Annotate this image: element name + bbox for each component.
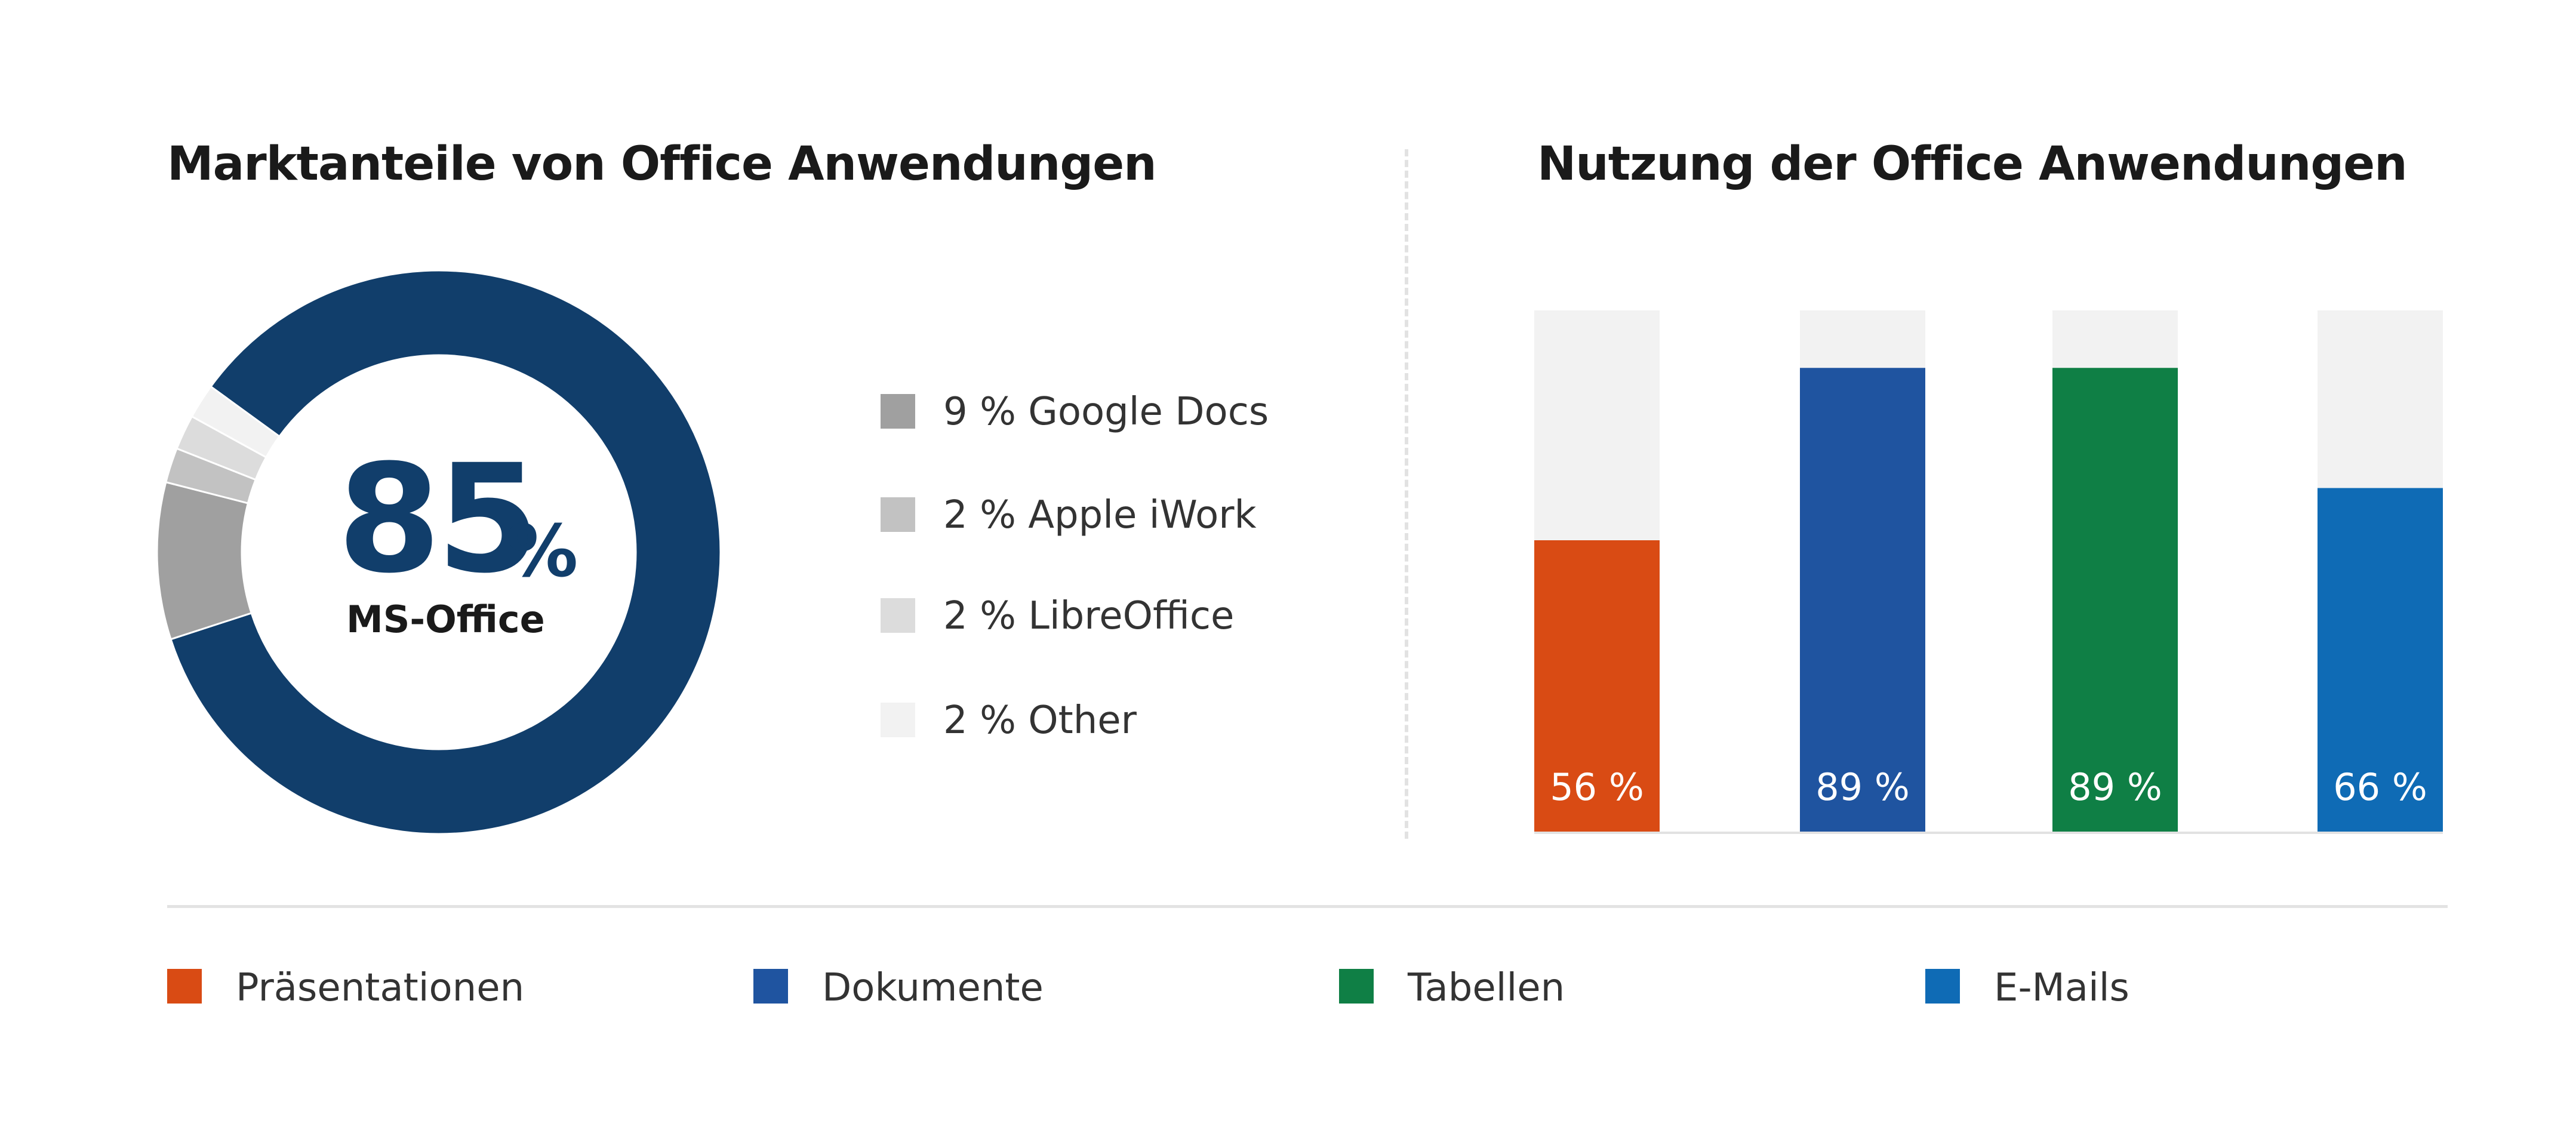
donut-center-label: MS-Office — [346, 598, 545, 641]
bar-value-label: 89 % — [1815, 765, 1910, 809]
bar-value-label: 66 % — [2333, 765, 2427, 809]
vertical-divider — [1405, 149, 1408, 839]
legend-label: 2 % LibreOffice — [943, 594, 1235, 638]
legend-swatch — [1925, 969, 1960, 1004]
bar-chart-title: Nutzung der Office Anwendungen — [1537, 137, 2408, 191]
legend-label: 2 % Other — [943, 698, 1137, 743]
donut-slice-ms-office — [170, 269, 722, 835]
donut-chart — [156, 269, 722, 835]
bar-dokumente — [1800, 368, 1925, 833]
legend-label: 9 % Google Docs — [943, 390, 1269, 434]
legend-swatch — [881, 394, 915, 429]
legend-swatch — [1339, 969, 1374, 1004]
legend-label: Dokumente — [822, 966, 1044, 1010]
donut-slice-other — [190, 385, 281, 459]
legend-label: Präsentationen — [236, 966, 525, 1010]
horizontal-divider — [167, 905, 2448, 908]
legend-label: E-Mails — [1994, 966, 2129, 1010]
legend-swatch — [881, 598, 915, 633]
legend-swatch — [881, 703, 915, 737]
legend-swatch — [167, 969, 202, 1004]
donut-center-value: 85 — [337, 432, 540, 606]
pie-chart-title: Marktanteile von Office Anwendungen — [167, 137, 1157, 191]
legend-swatch — [881, 497, 915, 532]
bar-tabellen — [2052, 368, 2178, 833]
bar-e-mails — [2318, 488, 2443, 833]
legend-swatch — [753, 969, 788, 1004]
legend-label: 2 % Apple iWork — [943, 493, 1257, 537]
legend-label: Tabellen — [1408, 966, 1565, 1010]
bar-value-label: 89 % — [2068, 765, 2162, 809]
donut-center-unit: % — [506, 510, 578, 593]
bar-chart: 56 % 89 % 89 % 66 % — [1534, 310, 2443, 834]
bar-pr-sentationen — [1534, 540, 1660, 833]
bar-value-label: 56 % — [1550, 765, 1644, 809]
